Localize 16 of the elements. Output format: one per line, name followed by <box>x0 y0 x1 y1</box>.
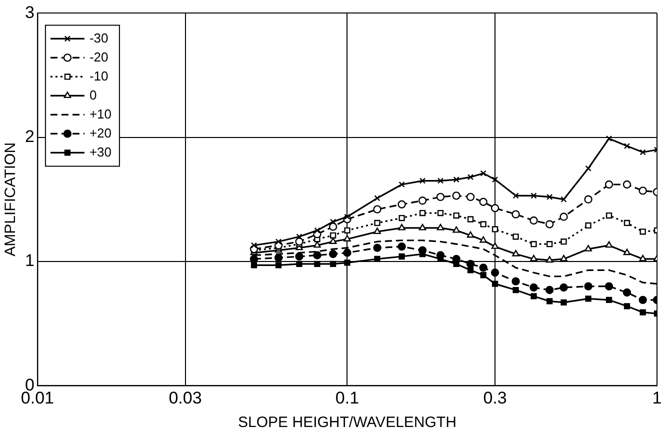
x-tick-label: 0.1 <box>335 388 360 408</box>
y-tick-label: 1 <box>24 251 34 270</box>
legend-label: 0 <box>89 87 97 102</box>
legend-label: +20 <box>89 125 112 140</box>
x-tick-label: 0.3 <box>483 388 507 408</box>
legend-label: +10 <box>89 106 112 122</box>
x-axis-title: SLOPE HEIGHT/WAVELENGTH <box>238 414 456 432</box>
legend-label: -10 <box>89 68 108 84</box>
x-tick-label: 1 <box>652 388 662 408</box>
y-tick-label: 3 <box>24 2 34 22</box>
y-tick-label: 2 <box>24 127 34 146</box>
legend-label: -20 <box>89 49 108 64</box>
legend-label: -30 <box>89 30 108 46</box>
legend-label: +30 <box>89 144 112 160</box>
x-tick-label: 0.03 <box>168 388 202 408</box>
y-axis-title: AMPLIFICATION <box>2 142 20 256</box>
